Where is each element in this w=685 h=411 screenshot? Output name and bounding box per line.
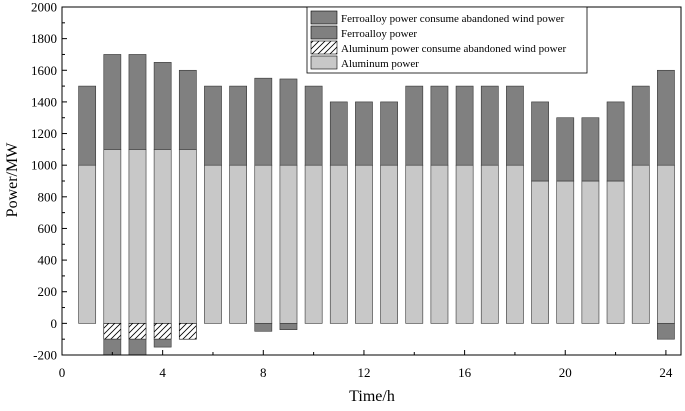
y-tick-label: 2000	[31, 0, 57, 15]
legend-swatch-alu-wind	[310, 40, 338, 55]
y-tick-label: 1600	[31, 63, 57, 78]
bar-aluminum-wind-h3	[128, 323, 147, 340]
bar-ferroalloy-power-h5	[178, 69, 197, 150]
bar-ferroalloy-power-h23	[631, 85, 650, 166]
bar-aluminum-power-h2	[103, 149, 122, 324]
x-tick-label: 8	[260, 365, 267, 380]
y-tick-label: 800	[38, 189, 58, 204]
bar-ferroalloy-power-h9	[279, 78, 298, 166]
x-tick-label: 16	[458, 365, 472, 380]
y-tick-label: 1800	[31, 31, 57, 46]
bar-ferroalloy-power-h18	[506, 85, 524, 166]
bar-ferroalloy-power-h4	[153, 62, 172, 150]
bar-ferroalloy-power-h7	[229, 85, 247, 166]
bar-aluminum-power-h7	[229, 164, 247, 324]
bar-ferroalloy-power-h1	[78, 85, 97, 166]
bar-aluminum-power-h3	[128, 149, 147, 324]
bar-aluminum-power-h24	[657, 164, 675, 324]
legend-swatch-ferro-wind	[310, 10, 338, 25]
x-axis-title: Time/h	[349, 388, 395, 405]
y-tick-label: 1000	[31, 158, 57, 173]
bar-ferroalloy-power-h10	[304, 85, 323, 166]
bar-aluminum-wind-h2	[103, 323, 122, 340]
legend-label-alu: Aluminum power	[341, 58, 419, 70]
bar-aluminum-power-h1	[78, 164, 97, 324]
y-tick-label: 200	[38, 284, 58, 299]
bar-ferroalloy-power-h3	[128, 54, 147, 150]
legend-label-alu-wind: Aluminum power consume abandoned wind po…	[341, 43, 566, 55]
bar-ferroalloy-wind-h3	[128, 338, 147, 356]
bar-ferroalloy-power-h14	[405, 85, 424, 166]
y-axis-title: Power/MW	[4, 142, 21, 218]
bar-ferroalloy-power-h19	[531, 101, 549, 182]
bar-aluminum-wind-h5	[178, 323, 197, 340]
bar-ferroalloy-power-h11	[329, 101, 348, 166]
bar-ferroalloy-wind-h4	[153, 338, 172, 348]
bar-ferroalloy-wind-h9	[279, 323, 298, 330]
bar-ferroalloy-power-h17	[480, 85, 499, 166]
x-tick-label: 20	[559, 365, 572, 380]
bar-aluminum-power-h20	[556, 180, 575, 324]
bar-aluminum-power-h13	[380, 164, 398, 324]
bar-ferroalloy-power-h22	[606, 101, 625, 182]
y-tick-label: 400	[38, 253, 58, 268]
bar-aluminum-power-h9	[279, 164, 298, 324]
bar-ferroalloy-power-h16	[455, 85, 474, 166]
x-tick-label: 12	[357, 365, 370, 380]
x-tick-label: 4	[159, 365, 166, 380]
bar-ferroalloy-power-h13	[380, 101, 398, 166]
bar-aluminum-power-h5	[178, 149, 197, 324]
bar-ferroalloy-power-h2	[103, 54, 122, 150]
legend-box	[306, 6, 588, 74]
bar-aluminum-power-h8	[254, 164, 273, 324]
bar-ferroalloy-power-h6	[204, 85, 222, 166]
bar-aluminum-power-h11	[329, 164, 348, 324]
legend: Ferroalloy power consume abandoned wind …	[306, 6, 588, 74]
bar-ferroalloy-wind-h24	[657, 323, 675, 340]
x-tick-label: 24	[659, 365, 673, 380]
bar-aluminum-power-h4	[153, 149, 172, 324]
y-tick-label: -200	[33, 348, 57, 363]
y-tick-label: 1400	[31, 94, 57, 109]
bar-aluminum-power-h22	[606, 180, 625, 324]
bar-ferroalloy-power-h12	[355, 101, 373, 166]
bar-ferroalloy-power-h21	[581, 117, 600, 182]
bar-aluminum-power-h19	[531, 180, 549, 324]
bar-ferroalloy-power-h8	[254, 77, 273, 166]
bar-aluminum-power-h21	[581, 180, 600, 324]
legend-label-ferro: Ferroalloy power	[341, 28, 417, 40]
legend-label-ferro-wind: Ferroalloy power consume abandoned wind …	[341, 13, 565, 25]
y-tick-label: 0	[51, 316, 58, 331]
bar-aluminum-power-h16	[455, 164, 474, 324]
bar-ferroalloy-power-h24	[657, 69, 675, 166]
bar-ferroalloy-power-h15	[430, 85, 449, 166]
bar-aluminum-power-h12	[355, 164, 373, 324]
bar-ferroalloy-wind-h8	[254, 323, 273, 332]
bar-aluminum-power-h17	[480, 164, 499, 324]
y-tick-label: 600	[38, 221, 58, 236]
bar-aluminum-power-h6	[204, 164, 222, 324]
bar-aluminum-power-h14	[405, 164, 424, 324]
bar-aluminum-power-h15	[430, 164, 449, 324]
y-tick-label: 1200	[31, 126, 57, 141]
bar-aluminum-power-h23	[631, 164, 650, 324]
x-tick-label: 0	[59, 365, 66, 380]
legend-swatch-ferro	[310, 25, 338, 40]
bar-aluminum-power-h18	[506, 164, 524, 324]
bar-aluminum-wind-h4	[153, 323, 172, 340]
legend-swatch-alu	[310, 55, 338, 70]
bar-aluminum-power-h10	[304, 164, 323, 324]
bar-ferroalloy-power-h20	[556, 117, 575, 182]
